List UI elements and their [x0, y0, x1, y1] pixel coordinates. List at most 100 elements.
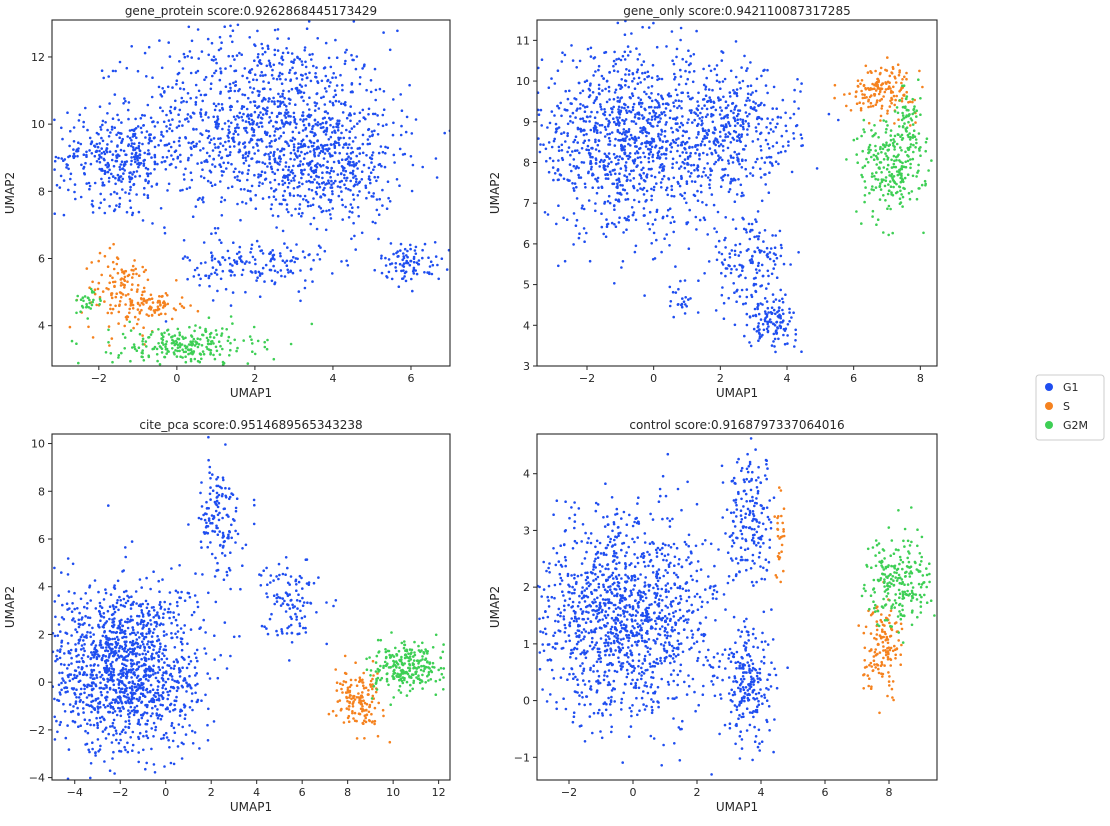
- scatter-point: [658, 157, 661, 160]
- scatter-point: [147, 336, 150, 339]
- scatter-point: [195, 205, 198, 208]
- scatter-point: [347, 147, 350, 150]
- scatter-point: [279, 150, 282, 153]
- scatter-point: [633, 103, 636, 106]
- scatter-point: [797, 107, 800, 110]
- scatter-point: [784, 112, 787, 115]
- scatter-point: [649, 211, 652, 214]
- scatter-point: [381, 272, 384, 275]
- scatter-point: [620, 147, 623, 150]
- scatter-point: [641, 132, 644, 135]
- scatter-point: [705, 77, 708, 80]
- scatter-point: [716, 64, 719, 67]
- scatter-point: [875, 163, 878, 166]
- x-axis-label: UMAP1: [230, 386, 272, 400]
- scatter-point: [738, 163, 741, 166]
- scatter-point: [106, 147, 109, 150]
- scatter-point: [766, 256, 769, 259]
- scatter-point: [919, 154, 922, 157]
- scatter-point: [141, 640, 144, 643]
- scatter-point: [329, 100, 332, 103]
- scatter-point: [373, 130, 376, 133]
- scatter-point: [67, 156, 70, 159]
- scatter-point: [330, 136, 333, 139]
- scatter-point: [250, 199, 253, 202]
- scatter-point: [309, 150, 312, 153]
- scatter-point: [285, 109, 288, 112]
- scatter-point: [156, 360, 159, 363]
- scatter-point: [297, 92, 300, 95]
- scatter-point: [884, 69, 887, 72]
- scatter-point: [640, 177, 643, 180]
- scatter-point: [363, 65, 366, 68]
- scatter-point: [215, 329, 218, 332]
- scatter-point: [121, 188, 124, 191]
- scatter-point: [724, 168, 727, 171]
- scatter-point: [766, 69, 769, 72]
- scatter-point: [776, 321, 779, 324]
- scatter-point: [292, 165, 295, 168]
- scatter-point: [757, 105, 760, 108]
- scatter-point: [915, 109, 918, 112]
- scatter-point: [889, 105, 892, 108]
- scatter-point: [100, 274, 103, 277]
- scatter-point: [663, 111, 666, 114]
- scatter-point: [656, 210, 659, 213]
- scatter-point: [258, 271, 261, 274]
- scatter-point: [327, 79, 330, 82]
- scatter-point: [757, 339, 760, 342]
- scatter-point: [307, 205, 310, 208]
- scatter-point: [687, 298, 690, 301]
- scatter-point: [608, 137, 611, 140]
- scatter-point: [143, 187, 146, 190]
- scatter-point: [753, 106, 756, 109]
- scatter-point: [700, 191, 703, 194]
- scatter-point: [325, 148, 328, 151]
- scatter-point: [656, 157, 659, 160]
- scatter-point: [288, 71, 291, 74]
- scatter-point: [229, 83, 232, 86]
- scatter-point: [615, 89, 618, 92]
- scatter-point: [666, 102, 669, 105]
- scatter-point: [293, 112, 296, 115]
- scatter-point: [843, 93, 846, 96]
- scatter-point: [193, 330, 196, 333]
- scatter-point: [781, 321, 784, 324]
- scatter-point: [285, 165, 288, 168]
- scatter-point: [141, 143, 144, 146]
- scatter-point: [867, 71, 870, 74]
- scatter-point: [286, 246, 289, 249]
- scatter-point: [145, 167, 148, 170]
- scatter-point: [141, 334, 144, 337]
- scatter-point: [397, 255, 400, 258]
- scatter-point: [350, 54, 353, 57]
- scatter-point: [324, 111, 327, 114]
- scatter-point: [703, 167, 706, 170]
- scatter-point: [689, 155, 692, 158]
- scatter-point: [288, 144, 291, 147]
- scatter-point: [137, 147, 140, 150]
- scatter-point: [328, 148, 331, 151]
- scatter-point: [792, 132, 795, 135]
- scatter-point: [215, 70, 218, 73]
- scatter-point: [167, 41, 170, 44]
- scatter-point: [765, 139, 768, 142]
- scatter-point: [713, 132, 716, 135]
- scatter-point: [257, 149, 260, 152]
- scatter-point: [120, 352, 123, 355]
- scatter-point: [201, 100, 204, 103]
- scatter-point: [279, 127, 282, 130]
- scatter-point: [685, 61, 688, 64]
- scatter-point: [215, 126, 218, 129]
- scatter-point: [585, 120, 588, 123]
- scatter-point: [339, 181, 342, 184]
- scatter-point: [391, 278, 394, 281]
- scatter-point: [175, 341, 178, 344]
- scatter-point: [349, 120, 352, 123]
- scatter-point: [246, 179, 249, 182]
- scatter-point: [114, 70, 117, 73]
- scatter-point: [112, 243, 115, 246]
- scatter-point: [238, 52, 241, 55]
- scatter-point: [870, 129, 873, 132]
- scatter-point: [370, 161, 373, 164]
